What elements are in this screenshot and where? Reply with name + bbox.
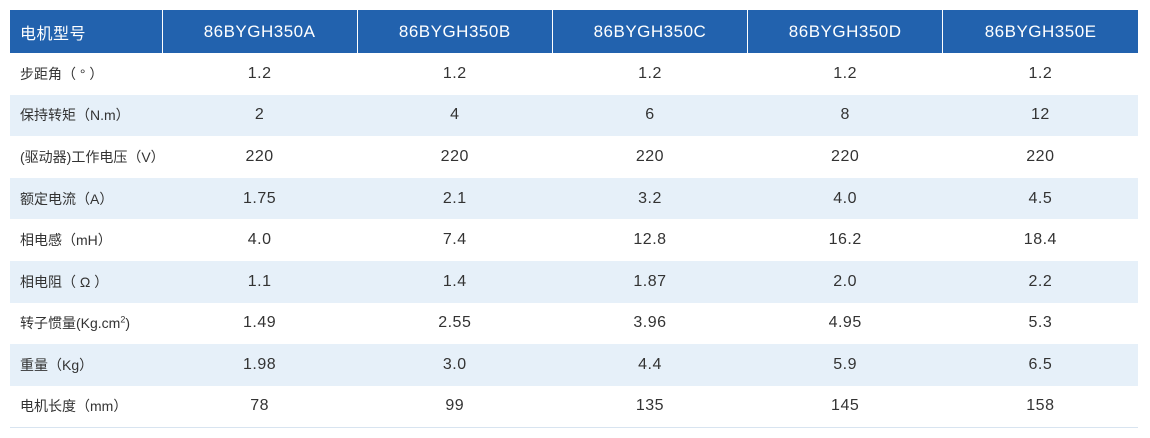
- table-cell: 4: [450, 106, 460, 124]
- table-cell: 6.5: [1028, 355, 1053, 373]
- table-cell: 220: [831, 147, 860, 165]
- header-model: 86BYGH350B: [356, 10, 553, 53]
- row-label: 电机长度（mm）: [10, 385, 162, 428]
- table-cell: 1.2: [1028, 64, 1053, 82]
- table-cell: 8: [840, 106, 850, 124]
- table-cell: 135: [552, 385, 748, 428]
- table-row: 转子惯量(Kg.cm2) 1.49 2.55 3.96 4.95 5.3: [10, 302, 1138, 345]
- row-label: 额定电流（A）: [20, 190, 114, 207]
- row-label: 步距角（ ° ）: [20, 65, 104, 82]
- row-label: (驱动器)工作电压（V）: [20, 148, 165, 165]
- table-cell: 145: [747, 385, 943, 428]
- table-cell: 158: [942, 385, 1138, 428]
- table-row: 相电阻（ Ω ） 1.1 1.4 1.87 2.0 2.2: [10, 260, 1138, 303]
- table-cell: 1.2: [638, 64, 662, 82]
- row-label-superscript: 2: [120, 314, 126, 325]
- table-cell: 4.95: [828, 314, 862, 332]
- table-cell: 4.4: [638, 355, 662, 373]
- table-cell: 5.3: [1028, 314, 1053, 332]
- table-cell: 3.0: [442, 355, 467, 373]
- row-label: 保持转矩（N.m）: [20, 107, 130, 124]
- table-cell: 6: [645, 106, 655, 124]
- table-cell: 12.8: [633, 231, 667, 249]
- table-cell: 1.87: [633, 272, 667, 290]
- row-label: 重量（Kg）: [20, 356, 94, 373]
- table-cell: 1.75: [243, 189, 277, 207]
- table-cell: 220: [245, 147, 274, 165]
- table-row: 步距角（ ° ） 1.2 1.2 1.2 1.2 1.2: [10, 53, 1138, 95]
- table-cell: 12: [1030, 106, 1050, 124]
- row-label: 相电感（mH）: [20, 232, 112, 249]
- row-label-text: 转子惯量(Kg.cm: [20, 315, 121, 332]
- row-label-tail: ): [125, 315, 131, 332]
- table-cell: 1.2: [833, 64, 858, 82]
- table-cell: 18.4: [1023, 231, 1057, 249]
- table-cell: 4.5: [1028, 189, 1053, 207]
- table-cell: 5.9: [833, 355, 858, 373]
- header-row-label: 电机型号: [20, 25, 87, 43]
- motor-spec-table: 电机型号 86BYGH350A 86BYGH350B 86BYGH350C 86…: [10, 10, 1138, 428]
- header-model: 86BYGH350E: [942, 10, 1138, 53]
- table-cell: 220: [1026, 147, 1055, 165]
- row-label: 相电阻（ Ω ）: [20, 273, 109, 290]
- table-cell: 1.2: [442, 64, 467, 82]
- table-cell: 3.2: [638, 189, 662, 207]
- row-label: 转子惯量(Kg.cm2): [10, 303, 162, 345]
- table-row: 重量（Kg） 1.98 3.0 4.4 5.9 6.5: [10, 344, 1138, 386]
- table-cell: 4.0: [833, 189, 858, 207]
- table-row: 电机长度（mm） 78 99 135 145 158: [10, 385, 1138, 428]
- table-row: 额定电流（A） 1.75 2.1 3.2 4.0 4.5: [10, 177, 1138, 220]
- table-cell: 2.2: [1028, 272, 1053, 290]
- table-cell: 1.2: [247, 64, 272, 82]
- table-cell: 3.96: [633, 314, 667, 332]
- header-model: 86BYGH350A: [161, 10, 358, 53]
- table-cell: 2: [254, 106, 265, 124]
- table-cell: 1.4: [442, 272, 467, 290]
- table-cell: 1.98: [243, 355, 277, 373]
- table-cell: 220: [635, 147, 665, 165]
- header-model: 86BYGH350C: [551, 10, 748, 53]
- table-cell: 4.0: [247, 231, 272, 249]
- table-cell: 7.4: [442, 231, 467, 249]
- table-cell: 2.0: [833, 272, 858, 290]
- table-cell: 78: [162, 385, 358, 428]
- table-cell: 2.55: [438, 314, 472, 332]
- table-cell: 1.49: [243, 314, 277, 332]
- table-header-row: 电机型号 86BYGH350A 86BYGH350B 86BYGH350C 86…: [10, 10, 1138, 53]
- table-row: (驱动器)工作电压（V） 220 220 220 220 220: [10, 136, 1138, 178]
- table-cell: 2.1: [442, 189, 467, 207]
- table-cell: 99: [357, 385, 553, 428]
- table-cell: 220: [440, 147, 469, 165]
- table-row: 保持转矩（N.m） 2 4 6 8 12: [10, 94, 1138, 137]
- table-cell: 1.1: [247, 272, 272, 290]
- header-model: 86BYGH350D: [747, 10, 943, 53]
- table-row: 相电感（mH） 4.0 7.4 12.8 16.2 18.4: [10, 219, 1138, 261]
- table-cell: 16.2: [828, 231, 862, 249]
